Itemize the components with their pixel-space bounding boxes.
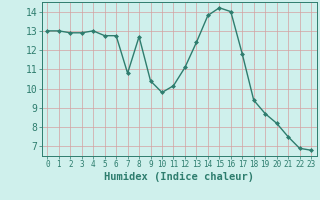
X-axis label: Humidex (Indice chaleur): Humidex (Indice chaleur) xyxy=(104,172,254,182)
